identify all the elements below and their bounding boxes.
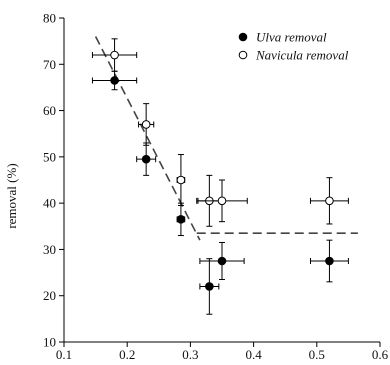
x-tick-label: 0.3: [182, 347, 198, 362]
ulva-point: [136, 142, 157, 176]
fit-line: [94, 36, 201, 241]
ulva-marker: [141, 154, 151, 164]
y-tick-label: 60: [43, 103, 56, 118]
navicula-marker: [176, 175, 186, 185]
x-tick-label: 0.6: [372, 347, 389, 362]
navicula-point: [196, 179, 248, 223]
ulva-point: [91, 70, 138, 91]
x-tick-label: 0.5: [309, 347, 325, 362]
y-axis-title: removal (%): [4, 163, 19, 228]
navicula-point: [91, 38, 138, 72]
navicula-marker: [110, 50, 119, 60]
ulva-point: [199, 241, 245, 281]
navicula-marker: [217, 196, 227, 206]
navicula-legend-label: Navicula removal: [255, 48, 349, 63]
x-tick-label: 0.4: [245, 347, 262, 362]
x-tick-label: 0.1: [56, 347, 72, 362]
y-tick-label: 80: [43, 11, 56, 26]
legend: Ulva removal Navicula removal: [238, 30, 349, 63]
navicula-legend-marker: [238, 50, 248, 60]
data-points: [91, 38, 349, 315]
ulva-legend-marker: [238, 32, 248, 42]
ulva-marker: [205, 282, 214, 291]
navicula-marker: [325, 196, 334, 206]
fit-lines: [94, 36, 358, 241]
y-tick-label: 70: [43, 57, 56, 72]
ulva-point: [199, 258, 220, 315]
navicula-point: [138, 103, 155, 146]
axes: 0.1 0.2 0.3 0.4 0.5 0.6 10 20 30 40 50 60 70 80: [43, 11, 389, 363]
x-tick-label: 0.2: [119, 347, 135, 362]
ulva-point: [176, 202, 186, 237]
navicula-point: [176, 154, 186, 206]
y-tick-label: 50: [43, 149, 56, 164]
y-tick-label: 10: [43, 335, 56, 350]
y-tick-label: 30: [43, 242, 56, 257]
ulva-marker: [110, 76, 119, 85]
navicula-marker: [141, 120, 151, 129]
ulva-marker: [217, 256, 227, 266]
ulva-marker: [325, 256, 334, 266]
y-tick-label: 20: [43, 288, 56, 303]
ulva-legend-label: Ulva removal: [256, 30, 327, 45]
ulva-marker: [176, 215, 186, 224]
navicula-point: [309, 177, 349, 225]
y-tick-label: 40: [43, 196, 56, 211]
ulva-point: [309, 239, 349, 283]
